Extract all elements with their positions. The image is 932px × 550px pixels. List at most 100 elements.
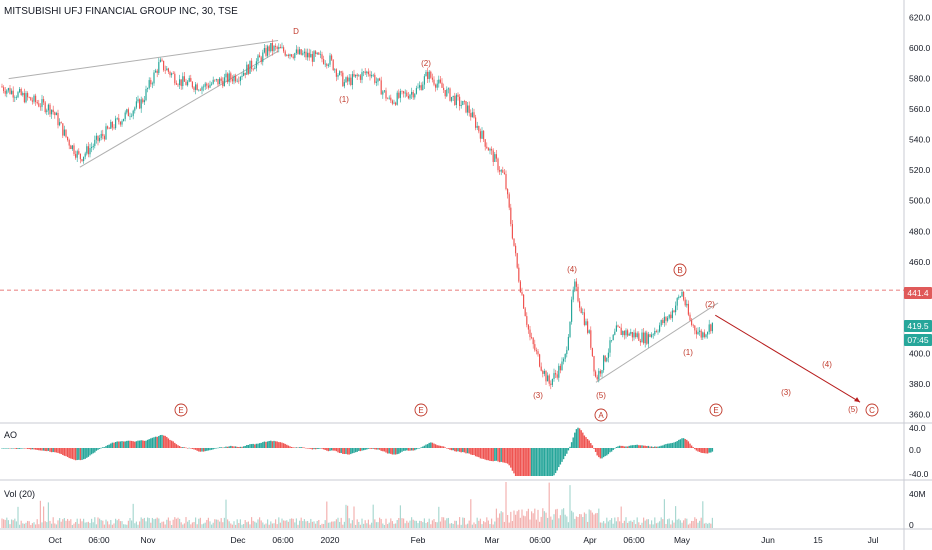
ao-bar — [497, 448, 499, 462]
candle-body — [431, 77, 433, 80]
volume-bar — [87, 521, 89, 528]
candle-body — [342, 72, 344, 87]
chart-title: MITSUBISHI UFJ FINANCIAL GROUP INC, 30, … — [4, 6, 238, 17]
candle-body — [180, 79, 182, 87]
candle-body — [441, 82, 443, 88]
candle-body — [414, 93, 416, 98]
candle-body — [625, 330, 627, 336]
candle-body — [307, 52, 309, 58]
candle-body — [214, 79, 216, 81]
ao-bar — [471, 448, 474, 456]
ao-bar — [502, 448, 504, 463]
volume-bar — [655, 523, 657, 528]
candle-body — [451, 96, 453, 101]
candle-body — [363, 71, 365, 73]
ao-bar — [490, 448, 493, 462]
volume-bar — [107, 521, 109, 528]
candle-body — [540, 366, 542, 371]
ao-bar — [463, 448, 466, 453]
ao-bar — [607, 448, 610, 455]
candle-body — [447, 88, 449, 90]
volume-bar — [150, 522, 152, 528]
ao-bar — [230, 445, 232, 448]
candle-body — [639, 340, 641, 343]
volume-bar — [247, 521, 249, 528]
volume-bar — [246, 522, 248, 528]
volume-bar — [459, 517, 461, 528]
ao-bar — [361, 448, 363, 451]
candle-body — [679, 296, 681, 297]
candle-body — [239, 76, 241, 82]
volume-bar — [436, 522, 438, 528]
volume-bar — [478, 520, 480, 528]
candle-body — [398, 92, 400, 98]
volume-bar — [649, 524, 651, 528]
volume-bar — [68, 520, 70, 528]
ao-bar — [324, 448, 326, 450]
candle-body — [411, 91, 413, 95]
volume-bar — [121, 521, 123, 528]
candle-body — [711, 322, 713, 332]
candle-body — [603, 355, 605, 371]
volume-bar — [15, 521, 17, 528]
candle-body — [102, 133, 104, 137]
ao-bar — [314, 448, 317, 450]
ao-bar — [226, 446, 229, 448]
ao-bar — [527, 448, 530, 476]
candle-body — [188, 78, 190, 82]
ao-bar — [55, 448, 58, 453]
candle-body — [223, 77, 225, 87]
candle-body — [399, 90, 401, 98]
candle-body — [628, 333, 630, 336]
ao-bar — [690, 445, 693, 448]
volume-bar — [372, 504, 374, 528]
candle-body — [199, 89, 201, 91]
candle-body — [115, 118, 117, 129]
candle-body — [583, 312, 585, 325]
candle-body — [150, 80, 152, 85]
ao-bar — [546, 448, 549, 476]
candle-body — [563, 358, 565, 362]
volume-bar — [257, 519, 259, 528]
ao-bar — [482, 448, 485, 459]
volume-bar — [67, 518, 69, 528]
volume-bar — [28, 521, 30, 528]
candle-body — [531, 337, 533, 339]
volume-bar — [43, 506, 45, 528]
ao-bar — [398, 448, 400, 454]
ao-bar — [434, 444, 437, 448]
ao-bar — [473, 448, 475, 456]
ao-bar — [295, 447, 298, 448]
candle-body — [44, 102, 46, 113]
candle-body — [219, 78, 221, 85]
ao-bar — [374, 448, 376, 450]
candle-body — [65, 129, 67, 137]
ao-bar — [356, 448, 358, 452]
volume-bar — [614, 517, 616, 528]
candle-body — [116, 118, 118, 119]
ao-bar — [511, 448, 514, 471]
ao-bar — [594, 448, 597, 452]
volume-bar — [188, 520, 190, 528]
candle-body — [555, 373, 557, 375]
candle-body — [332, 59, 334, 71]
candle-body — [591, 347, 593, 357]
volume-bar — [55, 524, 57, 528]
volume-bar — [105, 519, 107, 528]
candle-body — [657, 331, 659, 333]
ao-bar — [279, 442, 282, 448]
candle-body — [246, 64, 248, 75]
volume-bar — [425, 523, 427, 528]
candle-body — [20, 88, 22, 96]
candle-body — [615, 325, 617, 332]
time-tick-label: 15 — [813, 535, 823, 545]
volume-bar — [39, 500, 41, 528]
ao-bar — [535, 448, 538, 476]
volume-bar — [511, 521, 513, 528]
volume-bar — [230, 523, 232, 528]
candle-body — [39, 106, 41, 108]
candle-body — [459, 96, 461, 106]
ao-bar — [671, 442, 674, 448]
candle-body — [575, 281, 577, 287]
